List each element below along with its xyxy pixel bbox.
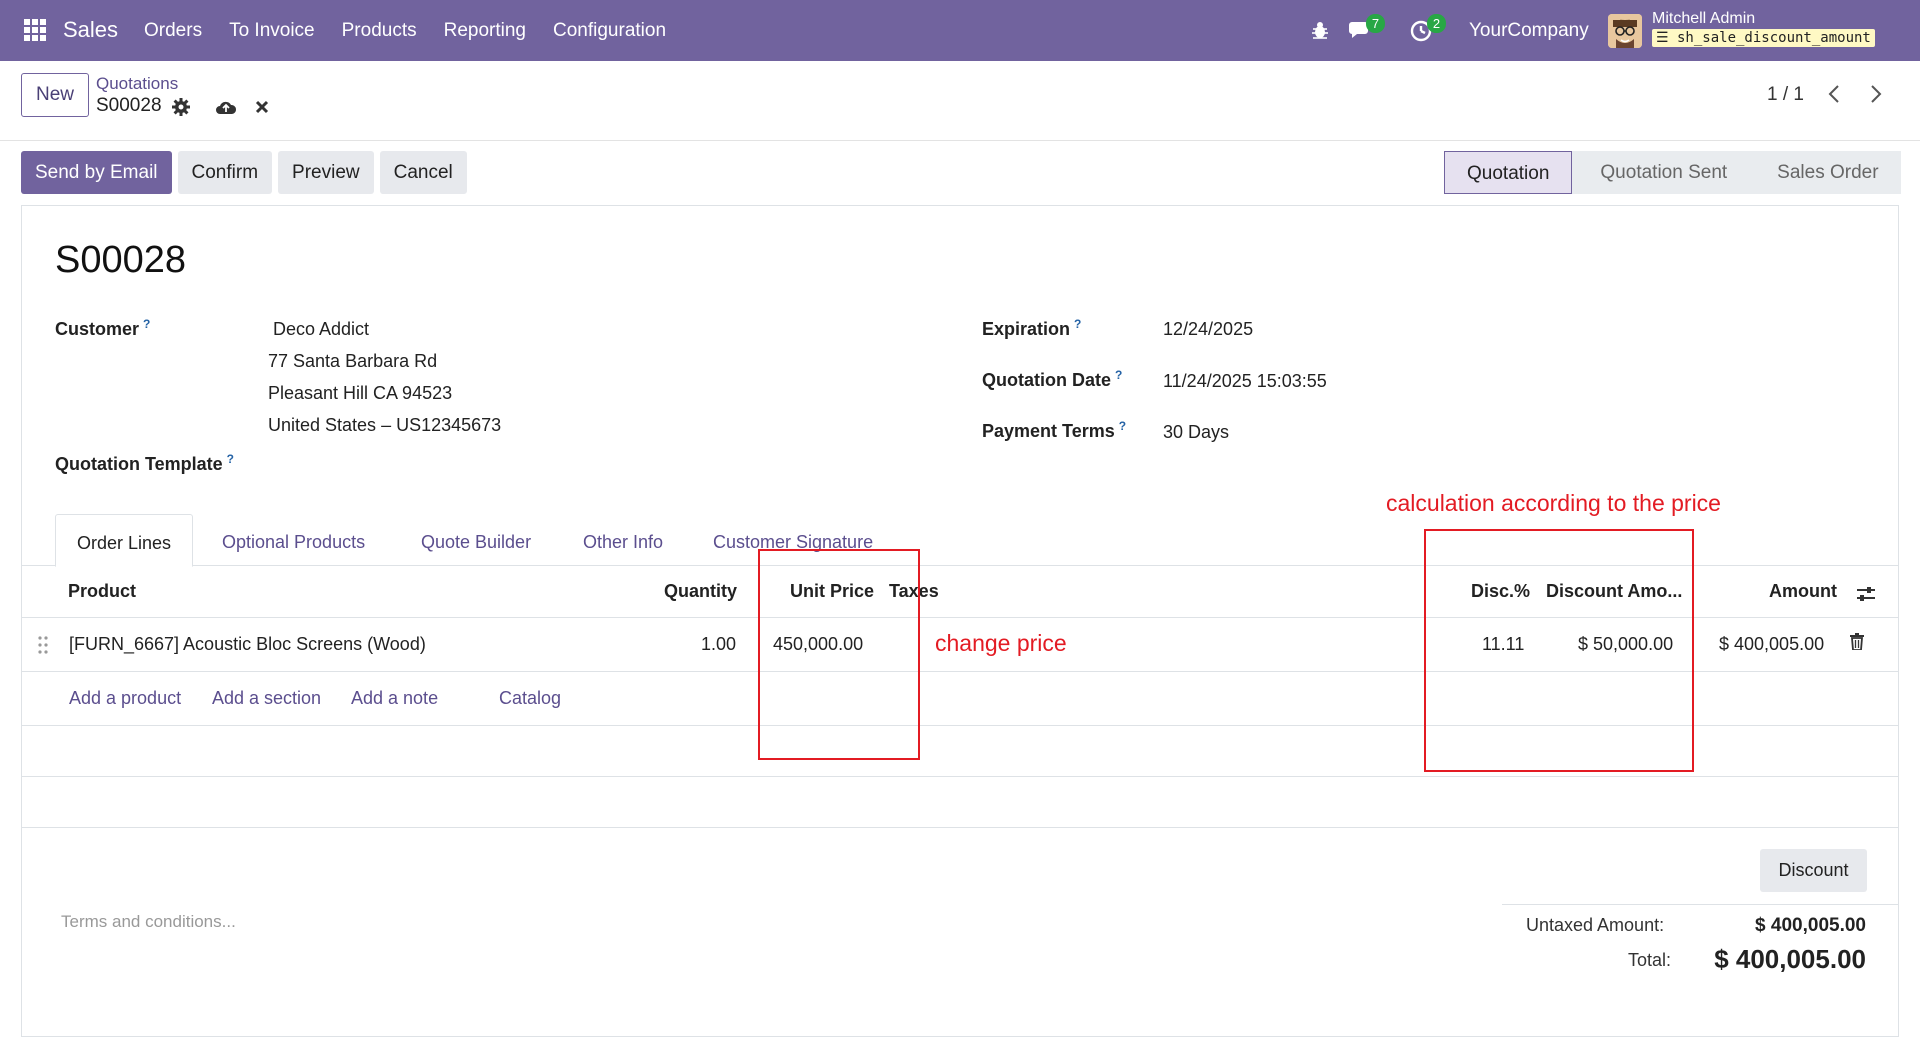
send-by-email-button[interactable]: Send by Email <box>21 151 172 194</box>
user-avatar[interactable] <box>1608 14 1642 48</box>
drag-handle-icon[interactable] <box>38 636 48 654</box>
confirm-button[interactable]: Confirm <box>177 151 273 194</box>
add-product-link[interactable]: Add a product <box>69 688 182 708</box>
terms-conditions-field[interactable]: Terms and conditions... <box>61 912 236 931</box>
tab-optional-products[interactable]: Optional Products <box>222 532 366 552</box>
stage-quotation[interactable]: Quotation <box>1444 151 1573 194</box>
annotation-box-unit-price <box>758 549 920 760</box>
discard-close-icon[interactable] <box>255 100 269 114</box>
database-name-badge: ☰ sh_sale_discount_amount <box>1652 29 1875 47</box>
cancel-button[interactable]: Cancel <box>379 151 467 194</box>
expiration-label: Expiration? <box>982 317 1082 339</box>
notebook-tabs: Order Lines Optional Products Quote Buil… <box>22 514 1898 567</box>
record-title: S00028 <box>55 239 187 281</box>
form-sheet: S00028 Customer? Deco Addict 77 Santa Ba… <box>21 205 1899 1037</box>
trash-icon[interactable] <box>1850 633 1864 650</box>
column-discount-amount[interactable]: Discount Amo... <box>1546 581 1683 601</box>
help-tooltip-icon[interactable]: ? <box>1118 419 1127 433</box>
quotation-date-field[interactable]: 11/24/2025 15:03:55 <box>1163 371 1327 391</box>
user-name[interactable]: Mitchell Admin <box>1652 10 1756 27</box>
menu-orders[interactable]: Orders <box>144 20 203 41</box>
breadcrumb-quotations[interactable]: Quotations <box>96 74 179 93</box>
stage-sales-order[interactable]: Sales Order <box>1749 151 1901 194</box>
customer-address-city: Pleasant Hill CA 94523 <box>268 383 453 403</box>
control-panel: New Quotations S00028 1 / 1 <box>0 61 1920 141</box>
chevron-right-icon[interactable] <box>1868 83 1884 105</box>
help-tooltip-icon[interactable]: ? <box>226 452 235 466</box>
table-divider <box>22 827 1898 828</box>
table-divider <box>22 617 1898 618</box>
help-tooltip-icon[interactable]: ? <box>143 317 151 331</box>
tab-customer-signature[interactable]: Customer Signature <box>713 532 874 552</box>
save-cloud-icon[interactable] <box>215 99 237 115</box>
optional-columns-sliders-icon[interactable] <box>1856 586 1876 602</box>
activities-badge: 2 <box>1427 14 1446 33</box>
column-disc-percent[interactable]: Disc.% <box>1471 581 1531 601</box>
line-product[interactable]: [FURN_6667] Acoustic Bloc Screens (Wood) <box>69 634 426 654</box>
messages-badge: 7 <box>1366 14 1385 33</box>
quotation-date-label: Quotation Date? <box>982 368 1123 390</box>
expiration-field[interactable]: 12/24/2025 <box>1163 319 1254 339</box>
column-amount[interactable]: Amount <box>1769 581 1837 601</box>
untaxed-amount-label: Untaxed Amount: <box>1526 915 1665 935</box>
table-divider <box>22 671 1898 672</box>
line-unit-price[interactable]: 450,000.00 <box>773 634 864 654</box>
customer-address-street: 77 Santa Barbara Rd <box>268 351 438 371</box>
form-action-buttons: Send by Email Confirm Preview Cancel <box>21 151 473 194</box>
help-tooltip-icon[interactable]: ? <box>1115 368 1123 382</box>
total-label: Total: <box>1628 950 1672 970</box>
gear-icon[interactable] <box>172 98 190 116</box>
preview-button[interactable]: Preview <box>278 151 374 194</box>
apps-menu-icon[interactable] <box>24 19 46 41</box>
database-icon: ☰ <box>1656 30 1669 46</box>
table-divider <box>22 776 1898 777</box>
database-name: sh_sale_discount_amount <box>1677 30 1871 46</box>
catalog-link[interactable]: Catalog <box>499 688 562 708</box>
tab-other-info[interactable]: Other Info <box>583 532 664 552</box>
line-quantity[interactable]: 1.00 <box>701 634 737 654</box>
status-bar: Quotation Quotation Sent Sales Order <box>1444 151 1901 194</box>
menu-configuration[interactable]: Configuration <box>553 20 667 41</box>
line-disc-percent[interactable]: 11.11 <box>1482 634 1525 654</box>
table-divider <box>22 725 1898 726</box>
payment-terms-label: Payment Terms? <box>982 419 1127 441</box>
customer-name[interactable]: Deco Addict <box>273 319 370 339</box>
line-amount: $ 400,005.00 <box>1719 634 1825 654</box>
annotation-calculation: calculation according to the price <box>1386 490 1721 516</box>
annotation-box-discount <box>1424 529 1694 772</box>
pager-value[interactable]: 1 / 1 <box>1767 84 1804 105</box>
help-tooltip-icon[interactable]: ? <box>1074 317 1082 331</box>
tab-quote-builder[interactable]: Quote Builder <box>421 532 532 552</box>
new-button[interactable]: New <box>21 73 89 117</box>
column-unit-price[interactable]: Unit Price <box>790 581 875 601</box>
customer-address-country: United States – US12345673 <box>268 415 502 435</box>
untaxed-amount-value: $ 400,005.00 <box>1755 915 1866 936</box>
stage-quotation-sent[interactable]: Quotation Sent <box>1572 151 1750 194</box>
quotation-template-label: Quotation Template? <box>55 452 235 474</box>
breadcrumb-current-record: S00028 <box>96 95 162 116</box>
column-taxes[interactable]: Taxes <box>889 581 939 601</box>
total-value: $ 400,005.00 <box>1714 944 1866 974</box>
payment-terms-field[interactable]: 30 Days <box>1163 422 1230 442</box>
annotation-change-price: change price <box>935 630 1067 656</box>
add-note-link[interactable]: Add a note <box>351 688 439 708</box>
customer-label: Customer? <box>55 317 151 339</box>
top-navbar: Sales Orders To Invoice Products Reporti… <box>0 0 1920 61</box>
column-quantity[interactable]: Quantity <box>664 581 738 601</box>
messages-icon[interactable] <box>1348 19 1374 41</box>
column-product[interactable]: Product <box>68 581 137 601</box>
add-section-link[interactable]: Add a section <box>212 688 322 708</box>
line-discount-amount[interactable]: $ 50,000.00 <box>1578 634 1674 654</box>
menu-to-invoice[interactable]: To Invoice <box>229 20 315 41</box>
menu-products[interactable]: Products <box>341 20 417 41</box>
company-switcher[interactable]: YourCompany <box>1469 20 1589 41</box>
discount-button[interactable]: Discount <box>1760 849 1867 892</box>
tab-order-lines[interactable]: Order Lines <box>55 514 194 567</box>
chevron-left-icon[interactable] <box>1826 83 1842 105</box>
main-menu: Orders To Invoice Products Reporting Con… <box>144 20 693 42</box>
totals-divider <box>1502 904 1898 905</box>
app-name[interactable]: Sales <box>63 17 119 42</box>
menu-reporting[interactable]: Reporting <box>443 20 526 41</box>
debug-bug-icon[interactable] <box>1311 20 1329 40</box>
